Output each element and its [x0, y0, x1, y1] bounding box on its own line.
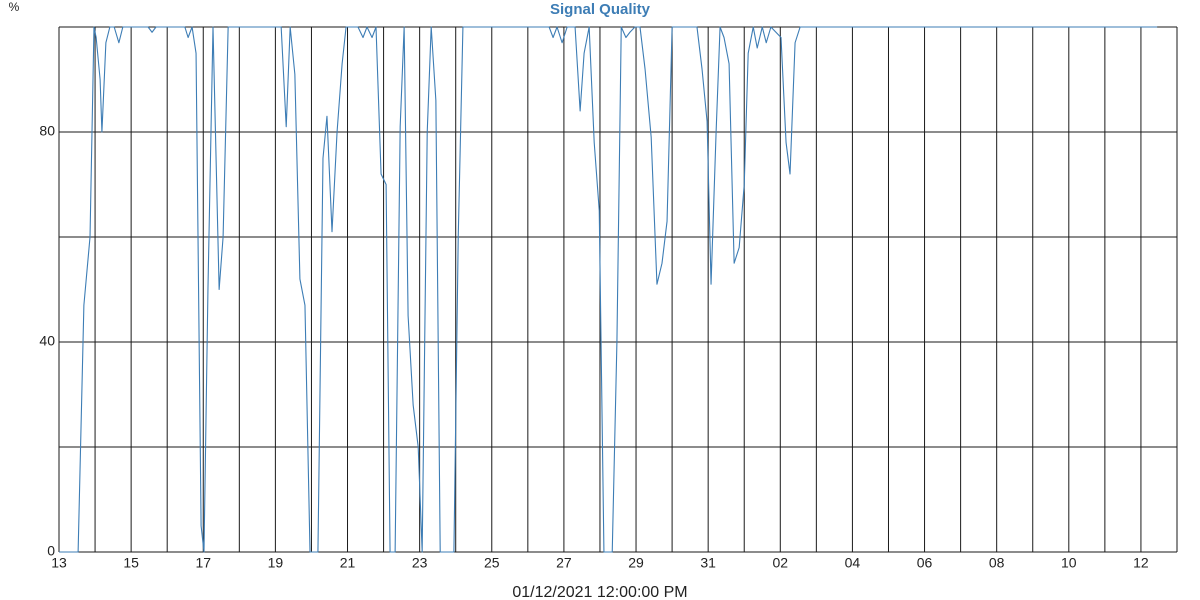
- y-tick-label: 80: [39, 123, 55, 139]
- x-tick-label: 13: [51, 555, 67, 571]
- chart-title: Signal Quality: [550, 1, 651, 18]
- x-axis-label: 01/12/2021 12:00:00 PM: [512, 584, 687, 600]
- x-tick-label: 02: [773, 555, 789, 571]
- x-tick-label: 21: [340, 555, 356, 571]
- x-tick-label: 25: [484, 555, 500, 571]
- x-tick-label: 19: [268, 555, 284, 571]
- y-tick-label: 0: [47, 543, 55, 559]
- x-tick-label: 04: [845, 555, 861, 571]
- x-tick-label: 29: [628, 555, 644, 571]
- x-tick-label: 27: [556, 555, 572, 571]
- x-tick-label: 06: [917, 555, 933, 571]
- data-line: [59, 26, 1158, 553]
- x-tick-label: 15: [123, 555, 139, 571]
- x-tick-label: 31: [700, 555, 716, 571]
- x-tick-label: 23: [412, 555, 428, 571]
- x-tick-label: 10: [1061, 555, 1077, 571]
- x-tick-label: 08: [989, 555, 1005, 571]
- x-tick-label: 12: [1133, 555, 1149, 571]
- x-tick-label: 17: [195, 555, 211, 571]
- y-tick-label: 40: [39, 333, 55, 349]
- y-axis-label: %: [9, 0, 20, 14]
